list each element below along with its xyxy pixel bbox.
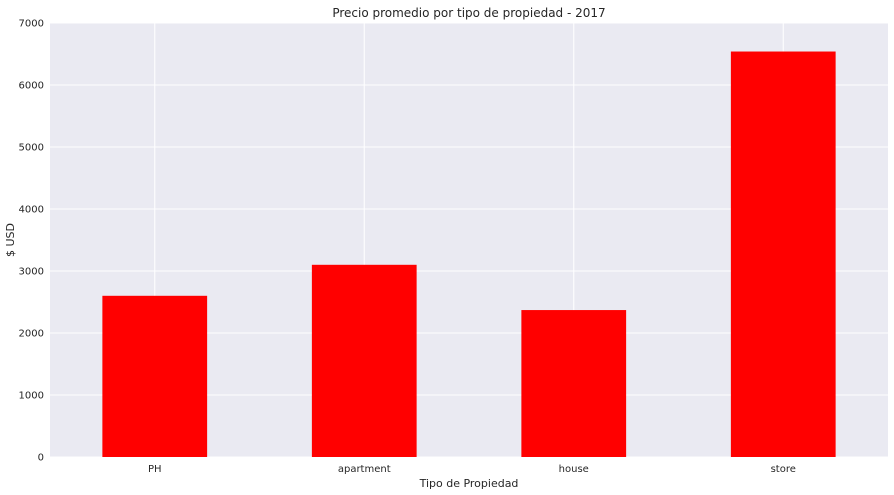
y-tick-label: 5000 — [19, 143, 44, 154]
y-tick-label: 3000 — [19, 267, 44, 278]
bar-store — [730, 51, 836, 458]
bars — [102, 51, 836, 458]
y-tick-label: 4000 — [19, 205, 44, 216]
x-tick-label: house — [559, 464, 589, 475]
x-tick-label: store — [771, 464, 796, 475]
y-axis-label: $ USD — [4, 223, 17, 257]
bar-house — [521, 310, 627, 457]
x-axis-label: Tipo de Propiedad — [419, 477, 519, 490]
x-tick-labels: PH apartment house store — [148, 464, 796, 475]
y-tick-label: 2000 — [19, 329, 44, 340]
y-tick-label: 7000 — [19, 19, 44, 30]
y-tick-labels: 0 1000 2000 3000 4000 5000 6000 7000 — [19, 19, 44, 464]
y-tick-label: 6000 — [19, 81, 44, 92]
bar-PH — [102, 295, 208, 457]
x-tick-label: PH — [148, 464, 162, 475]
chart-title: Precio promedio por tipo de propiedad - … — [332, 6, 605, 20]
y-tick-label: 0 — [38, 453, 44, 464]
bar-apartment — [311, 264, 417, 457]
y-tick-label: 1000 — [19, 391, 44, 402]
x-tick-label: apartment — [338, 464, 391, 475]
